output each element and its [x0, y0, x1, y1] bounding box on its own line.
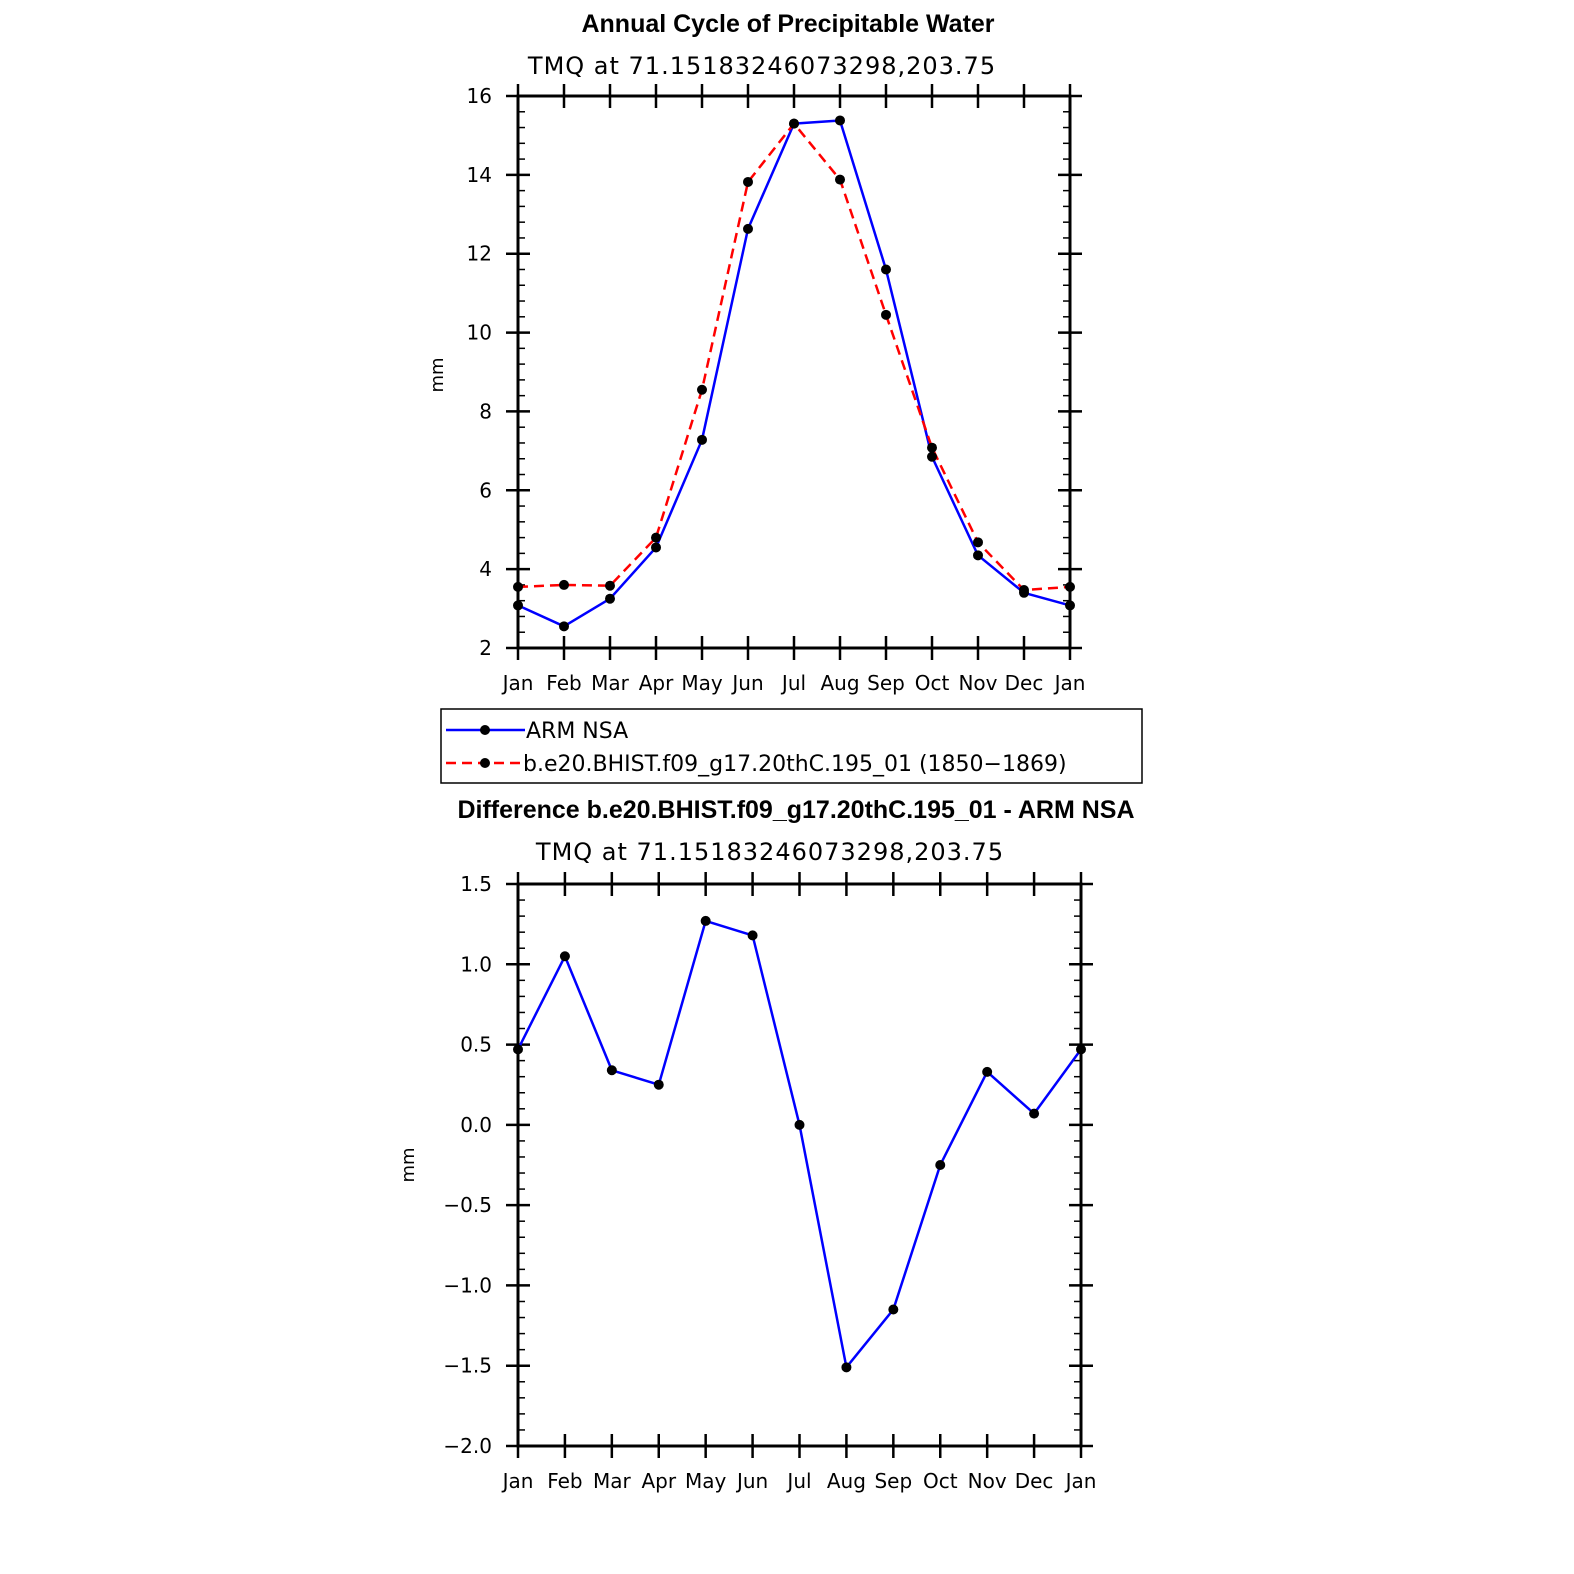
- chart1-series-0-point: [605, 593, 615, 604]
- chart1-ytick-label: 10: [467, 321, 492, 345]
- chart2-series-0-point: [606, 1065, 617, 1076]
- legend-box: [440, 708, 1143, 784]
- chart1-xtick-label: Jul: [780, 671, 806, 695]
- chart1-series-0-point: [697, 434, 707, 445]
- chart2-ytick-label: −1.5: [443, 1354, 492, 1378]
- chart1-series-1-point: [513, 581, 523, 592]
- chart2-series-0-point: [700, 915, 711, 926]
- chart1-ytick-label: 16: [467, 84, 492, 108]
- chart2-xtick-label: Nov: [968, 1469, 1007, 1493]
- chart1-series-0-point: [513, 600, 523, 611]
- chart2-series-0-point: [747, 930, 758, 941]
- chart1-series-1-point: [743, 176, 753, 187]
- chart2-xtick-label: Jan: [1064, 1469, 1097, 1493]
- chart2-ytick-label: −2.0: [443, 1434, 492, 1458]
- chart1-ytick-label: 4: [479, 557, 492, 581]
- chart2-series-0-point: [1076, 1044, 1086, 1055]
- chart1-series-0-point: [835, 115, 845, 126]
- chart2-xtick-label: Dec: [1015, 1469, 1054, 1493]
- chart1-series-1-point: [789, 118, 799, 129]
- chart1-series-0-point: [651, 542, 661, 553]
- chart1-subtitle: TMQ at 71.15183246073298,203.75: [527, 52, 996, 80]
- chart1-ytick-label: 2: [479, 636, 492, 660]
- chart2-xtick-label: Jun: [735, 1469, 768, 1493]
- chart1-series-1-point: [835, 174, 845, 185]
- chart1-series-1-point: [1019, 585, 1029, 596]
- chart1-ytick-label: 8: [479, 399, 492, 423]
- chart1-xtick-label: Mar: [591, 671, 630, 695]
- chart1-xtick-label: Aug: [820, 671, 859, 695]
- chart1-xtick-label: Apr: [639, 671, 674, 695]
- chart2-series-0-point: [653, 1079, 664, 1090]
- chart2-xtick-label: Mar: [593, 1469, 632, 1493]
- chart2-frame: [516, 882, 1083, 1448]
- chart1-series-1-point: [973, 537, 983, 548]
- chart1-title: Annual Cycle of Precipitable Water: [581, 10, 994, 38]
- chart2-xtick-label: May: [685, 1469, 727, 1493]
- chart1-series-0-point: [743, 223, 753, 234]
- chart2-ytick-label: −0.5: [443, 1193, 492, 1217]
- chart1-xtick-label: Dec: [1005, 671, 1044, 695]
- chart1-series-0-point: [973, 550, 983, 561]
- chart1-ytick-label: 12: [467, 242, 492, 266]
- chart2-ytick-label: 0.0: [460, 1113, 492, 1137]
- chart2-ytick-label: −1.0: [443, 1273, 492, 1297]
- chart1-xtick-label: Oct: [915, 671, 950, 695]
- chart2-xtick-label: Jan: [501, 1469, 534, 1493]
- chart1-series-1-point: [697, 384, 707, 395]
- chart1-series-1-point: [559, 579, 569, 590]
- chart1-legend: ARM NSA b.e20.BHIST.f09_g17.20thC.195_01…: [440, 708, 1143, 784]
- chart1-series-1-point: [651, 532, 661, 543]
- chart2-ytick-label: 0.5: [460, 1033, 492, 1057]
- chart1-frame: [516, 94, 1072, 650]
- chart2-xtick-label: Oct: [923, 1469, 958, 1493]
- chart2-series-0-point: [794, 1119, 805, 1130]
- chart1-series-1-point: [881, 309, 891, 320]
- chart2-series-0-point: [982, 1066, 993, 1077]
- chart2-series-0-point: [888, 1304, 899, 1315]
- chart2-xtick-label: Apr: [641, 1469, 676, 1493]
- chart1-ytick-label: 14: [467, 163, 492, 187]
- chart1-series-0-point: [881, 264, 891, 275]
- chart2-series-0-point: [559, 951, 570, 962]
- chart1-plot: 2 4 6 8 10 12 14 16 Jan Feb Mar Apr May Jun Jul Aug Sep O…: [467, 84, 1086, 695]
- chart2-ytick-label: 1.0: [460, 952, 492, 976]
- chart1-xtick-label: Nov: [958, 671, 997, 695]
- legend-label-series-1: b.e20.BHIST.f09_g17.20thC.195_01 (1850−1…: [523, 752, 1067, 777]
- chart2-ytick-label: 1.5: [460, 872, 492, 896]
- chart2-series-0-point: [1029, 1108, 1040, 1119]
- chart1-series-1-point: [1065, 581, 1075, 592]
- chart2-plot: −2.0 −1.5 −1.0 −0.5 0.0 0.5 1.0 1.5 Jan Feb Mar Apr…: [443, 872, 1096, 1493]
- chart1-xtick-label: Jan: [501, 671, 534, 695]
- chart1-ytick-label: 6: [479, 478, 492, 502]
- legend-label-series-0: ARM NSA: [526, 719, 628, 744]
- chart2-xtick-label: Sep: [874, 1469, 912, 1493]
- legend-marker-series-0: [480, 725, 490, 735]
- legend-marker-series-1: [480, 758, 490, 768]
- chart2-xtick-label: Feb: [547, 1469, 582, 1493]
- chart1-series-1-point: [605, 580, 615, 591]
- chart1-series-0-point: [1065, 600, 1075, 611]
- chart1-series-1-point: [927, 442, 937, 453]
- chart2-subtitle: TMQ at 71.15183246073298,203.75: [535, 838, 1004, 866]
- chart2-xtick-label: Jul: [785, 1469, 811, 1493]
- chart2-series-0-point: [935, 1160, 946, 1170]
- chart2-title: Difference b.e20.BHIST.f09_g17.20thC.195…: [457, 796, 1134, 824]
- chart1-ylabel: mm: [427, 357, 448, 392]
- chart2-ylabel: mm: [398, 1147, 419, 1182]
- chart2-xtick-label: Aug: [827, 1469, 866, 1493]
- chart1-series-0-point: [559, 621, 569, 632]
- chart1-xtick-label: Jan: [1053, 671, 1086, 695]
- chart1-series-0-point: [927, 451, 937, 462]
- chart1-xtick-label: Feb: [546, 671, 581, 695]
- chart2-series-0-line: [516, 919, 1083, 1369]
- chart2-series-0-point: [513, 1044, 523, 1055]
- chart1-xtick-label: May: [681, 671, 723, 695]
- chart1-xtick-label: Sep: [867, 671, 905, 695]
- chart2-series-0-point: [841, 1362, 852, 1373]
- chart1-series-1-line: [517, 122, 1071, 592]
- chart1-xtick-label: Jun: [730, 671, 763, 695]
